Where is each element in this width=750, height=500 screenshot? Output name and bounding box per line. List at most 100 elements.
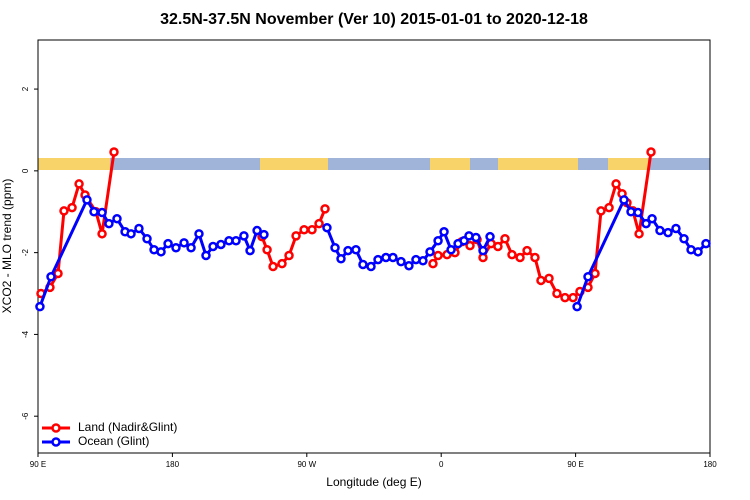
data-point [358,259,368,270]
x-tick-label: 0 [439,460,444,469]
series-line [38,196,708,308]
data-point [485,231,495,242]
data-point [572,301,582,312]
data-point [351,245,361,255]
land-strip [38,158,110,170]
data-point [112,213,122,224]
data-point [396,256,406,267]
data-point [53,268,63,279]
data-point [366,261,376,272]
data-point [633,207,643,218]
data-point [126,229,136,239]
y-tick-label: 0 [21,168,30,173]
data-point [67,202,77,213]
data-point [507,249,517,260]
data-point [59,206,69,216]
data-point [89,206,99,217]
data-point [163,238,173,249]
data-point [299,224,309,235]
data-point [277,258,287,269]
data-point [134,223,144,234]
x-axis-label: Longitude (deg E) [326,475,421,489]
y-axis-label: XCO2 - MLO trend (ppm) [0,179,14,314]
x-tick-label: 180 [166,460,180,469]
data-point [186,242,196,253]
data-point [322,222,332,233]
land-strip [430,158,470,170]
y-tick-label: -4 [21,330,30,338]
data-point [679,233,689,244]
chart-title: 32.5N-37.5N November (Ver 10) 2015-01-01… [160,11,588,28]
data-point [373,254,383,265]
data-point [97,207,107,218]
data-point [471,232,481,243]
data-point [596,206,606,216]
data-point [544,273,554,284]
x-tick-label: 90 W [297,460,316,469]
legend-label: Ocean (Glint) [78,434,149,448]
data-point [239,231,249,241]
x-tick-label: 90 E [30,460,46,469]
data-point [307,224,317,235]
data-point [634,229,644,239]
data-point [208,241,218,252]
data-point [693,247,703,257]
legend-label: Land (Nadir&Glint) [78,420,177,434]
data-point [82,195,92,205]
legend-marker [51,423,61,433]
data-point [530,252,540,263]
x-tick-label: 180 [703,460,717,469]
data-point [336,254,346,264]
data-point [647,213,657,224]
data-point [439,227,449,237]
data-point [655,225,665,236]
data-point [104,218,114,229]
data-point [171,242,181,253]
land-strip [260,158,328,170]
data-point [590,268,600,279]
data-point [231,236,241,246]
data-point [109,147,119,157]
data-point [701,238,711,249]
data-point [284,250,294,261]
data-point [433,236,443,246]
data-point [493,241,503,252]
data-point [671,223,681,234]
plot-frame [37,39,711,454]
data-point [268,261,278,272]
data-point [35,301,45,312]
data-point [320,204,330,214]
data-point [619,195,629,205]
data-point [245,245,255,256]
data-point [418,256,428,266]
data-point [646,147,656,157]
data-point [500,233,510,244]
data-point [583,272,593,282]
data-point [252,225,262,236]
y-tick-label: -6 [21,412,30,420]
data-point [552,288,562,299]
data-point [611,179,621,189]
land-strip [498,158,578,170]
data-point [179,238,189,248]
data-point [425,247,435,257]
data-point [604,202,614,213]
data-point [641,218,651,229]
data-point [536,275,546,286]
data-point [259,229,269,240]
land-strip [608,158,648,170]
data-point [663,227,673,238]
data-point [201,250,211,261]
data-point [478,245,488,256]
data-point [262,245,272,255]
data-point [194,229,204,239]
data-point [568,292,578,303]
land-ocean-mask [38,158,710,170]
data-point [216,239,226,250]
data-point [156,247,166,257]
x-tick-label: 90 E [567,460,583,469]
legend: Land (Nadir&Glint)Ocean (Glint) [42,420,177,448]
data-point [74,179,84,189]
data-point [404,260,414,271]
